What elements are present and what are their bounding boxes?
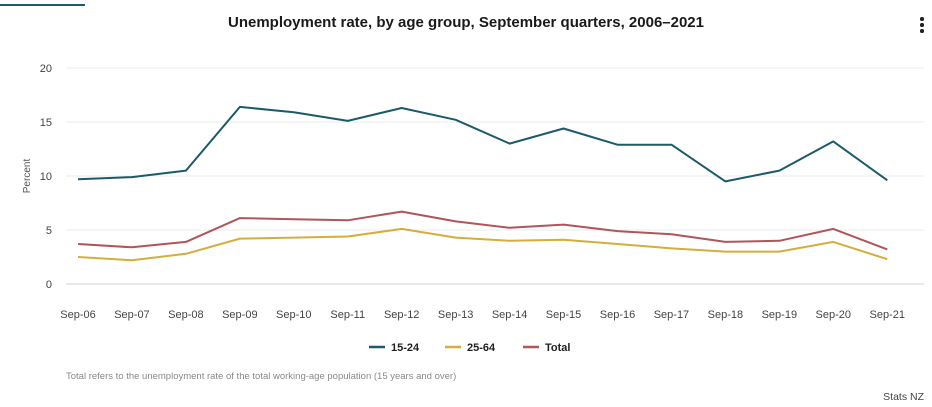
more-options-icon[interactable] bbox=[918, 17, 926, 37]
top-accent-bar bbox=[0, 4, 85, 6]
x-tick-label: Sep-18 bbox=[708, 309, 743, 321]
x-tick-label: Sep-16 bbox=[600, 309, 635, 321]
legend-item-total[interactable]: Total bbox=[523, 342, 570, 354]
legend-label: 25-64 bbox=[467, 342, 496, 354]
legend-item-15-24[interactable]: 15-24 bbox=[369, 342, 420, 354]
x-tick-label: Sep-13 bbox=[438, 309, 473, 321]
y-tick-label: 10 bbox=[40, 171, 52, 183]
x-tick-label: Sep-20 bbox=[816, 309, 851, 321]
series-line-25-64[interactable] bbox=[77, 227, 888, 262]
x-tick-label: Sep-12 bbox=[384, 309, 419, 321]
x-tick-label: Sep-19 bbox=[762, 309, 797, 321]
legend-label: 15-24 bbox=[391, 342, 420, 354]
y-axis-label: Percent bbox=[22, 159, 33, 194]
x-tick-label: Sep-09 bbox=[222, 309, 257, 321]
x-tick-label: Sep-11 bbox=[330, 309, 365, 321]
x-tick-label: Sep-21 bbox=[870, 309, 905, 321]
legend-label: Total bbox=[545, 342, 570, 354]
x-tick-label: Sep-14 bbox=[492, 309, 527, 321]
source-label: Stats NZ bbox=[883, 391, 924, 403]
x-tick-label: Sep-10 bbox=[276, 309, 311, 321]
y-tick-label: 20 bbox=[40, 63, 52, 75]
grid-lines bbox=[66, 67, 924, 285]
series-line-total[interactable] bbox=[77, 210, 888, 251]
chart-title: Unemployment rate, by age group, Septemb… bbox=[227, 14, 704, 31]
x-tick-label: Sep-17 bbox=[654, 309, 689, 321]
x-tick-label: Sep-06 bbox=[60, 309, 95, 321]
legend-item-25-64[interactable]: 25-64 bbox=[445, 342, 496, 354]
series-line-15-24[interactable] bbox=[77, 105, 888, 183]
x-axis-ticks: Sep-06 Sep-07 Sep-08 Sep-09 Sep-10 Sep-11 Sep-… bbox=[60, 309, 905, 321]
y-tick-label: 5 bbox=[46, 225, 52, 237]
x-tick-label: Sep-15 bbox=[546, 309, 581, 321]
y-tick-label: 0 bbox=[46, 279, 52, 291]
footnote: Total refers to the unemployment rate of… bbox=[66, 371, 457, 382]
series-lines bbox=[77, 105, 888, 262]
y-tick-label: 15 bbox=[40, 117, 52, 129]
x-tick-label: Sep-07 bbox=[114, 309, 149, 321]
x-tick-label: Sep-08 bbox=[168, 309, 203, 321]
legend: 15-24 25-64 Total bbox=[369, 342, 570, 354]
y-axis-ticks: 0 5 10 15 20 bbox=[40, 63, 52, 291]
